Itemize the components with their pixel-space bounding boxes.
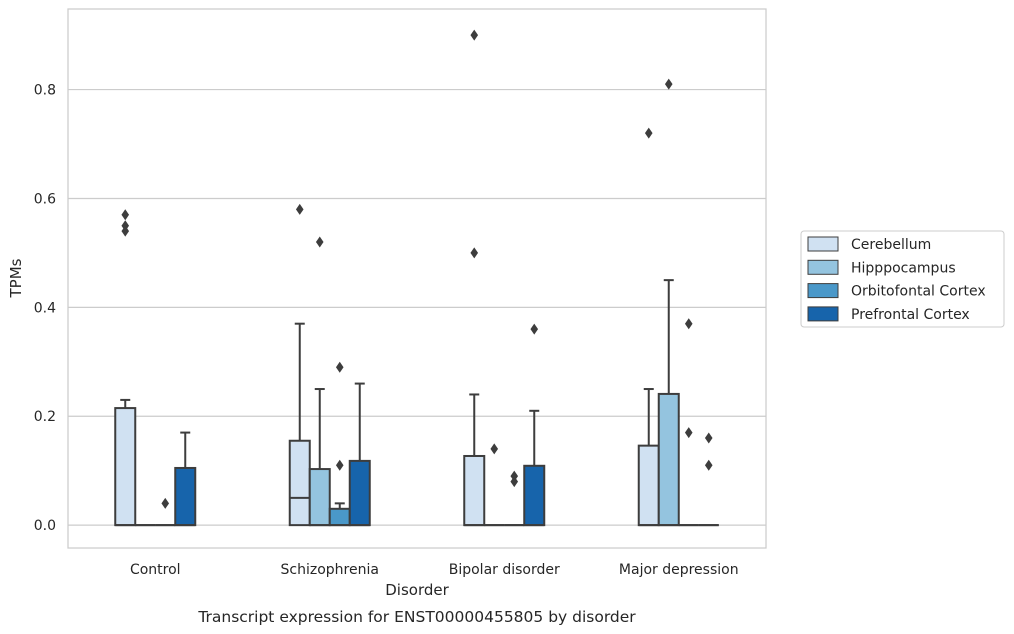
y-tick-label: 0.8 — [34, 83, 56, 99]
legend-label: Orbitofontal Cortex — [851, 284, 986, 300]
box-plot — [637, 127, 660, 527]
box-plot — [463, 29, 486, 527]
plot-frame — [67, 8, 767, 549]
box-plot — [657, 78, 680, 527]
y-axis-ticks: 0.0 0.2 0.4 0.6 0.8 — [34, 83, 56, 535]
legend-item: Orbitofontal Cortex — [807, 283, 986, 300]
y-tick-label: 0.6 — [34, 191, 56, 207]
x-tick-label: Control — [130, 562, 181, 578]
box — [523, 464, 546, 527]
legend-item: Hipppocampus — [807, 259, 956, 276]
box-plot — [698, 432, 719, 527]
box — [348, 459, 371, 527]
y-tick-label: 0.0 — [34, 518, 56, 534]
outlier-point — [470, 247, 479, 259]
legend-frame — [800, 230, 1005, 328]
outlier-point — [490, 443, 499, 455]
box — [114, 407, 137, 527]
legend: Cerebellum Hipppocampus Orbitofontal Corte… — [800, 230, 1005, 328]
box-plot — [174, 431, 197, 527]
outlier-point — [684, 318, 693, 330]
box — [288, 439, 311, 527]
outlier-point — [704, 459, 713, 471]
outlier-point — [121, 209, 130, 221]
box-plot — [308, 236, 331, 527]
legend-item: Cerebellum — [807, 236, 931, 253]
box — [637, 444, 660, 527]
legend-swatch — [807, 236, 839, 252]
outlier-point — [121, 225, 130, 237]
legend-swatch — [807, 259, 839, 275]
box — [463, 454, 486, 527]
legend-swatch — [807, 283, 839, 299]
box — [308, 468, 331, 527]
box-plot — [348, 382, 371, 527]
x-tick-label: Schizophrenia — [281, 562, 379, 578]
outlier-point — [644, 127, 653, 139]
outlier-point — [664, 78, 673, 90]
box-plot — [484, 443, 505, 527]
box-plot — [504, 470, 525, 527]
outlier-point — [335, 459, 344, 471]
box-plot — [523, 323, 546, 527]
outlier-point — [510, 476, 519, 488]
box-plot — [678, 318, 699, 527]
x-axis-title: Disorder — [385, 581, 449, 599]
y-tick-label: 0.4 — [34, 300, 56, 316]
x-tick-label: Major depression — [619, 562, 739, 578]
outlier-point — [684, 427, 693, 439]
outlier-point — [315, 236, 324, 248]
series-cerebellum — [114, 29, 660, 527]
x-tick-label: Bipolar disorder — [449, 562, 560, 578]
y-tick-label: 0.2 — [34, 409, 56, 425]
series-hipppocampus — [135, 78, 680, 527]
legend-label: Cerebellum — [851, 237, 931, 253]
chart-caption: Transcript expression for ENST0000045580… — [197, 608, 636, 626]
outlier-point — [335, 361, 344, 373]
legend-label: Hipppocampus — [851, 260, 956, 276]
box — [174, 466, 197, 527]
box-plot — [155, 497, 176, 527]
box — [657, 392, 680, 527]
outlier-point — [530, 323, 539, 335]
x-axis-ticks: Control Schizophrenia Bipolar disorder Majo… — [130, 562, 739, 578]
box — [328, 507, 351, 527]
legend-label: Prefrontal Cortex — [851, 307, 970, 323]
series-prefrontal-cortex — [174, 323, 719, 527]
box-plot-series — [114, 29, 719, 527]
box-plot — [114, 209, 137, 527]
outlier-point — [161, 497, 170, 509]
outlier-point — [470, 29, 479, 41]
outlier-point — [704, 432, 713, 444]
outlier-point — [295, 203, 304, 215]
legend-swatch — [807, 306, 839, 322]
y-axis-title: TPMs — [7, 258, 25, 298]
legend-item: Prefrontal Cortex — [807, 306, 970, 323]
